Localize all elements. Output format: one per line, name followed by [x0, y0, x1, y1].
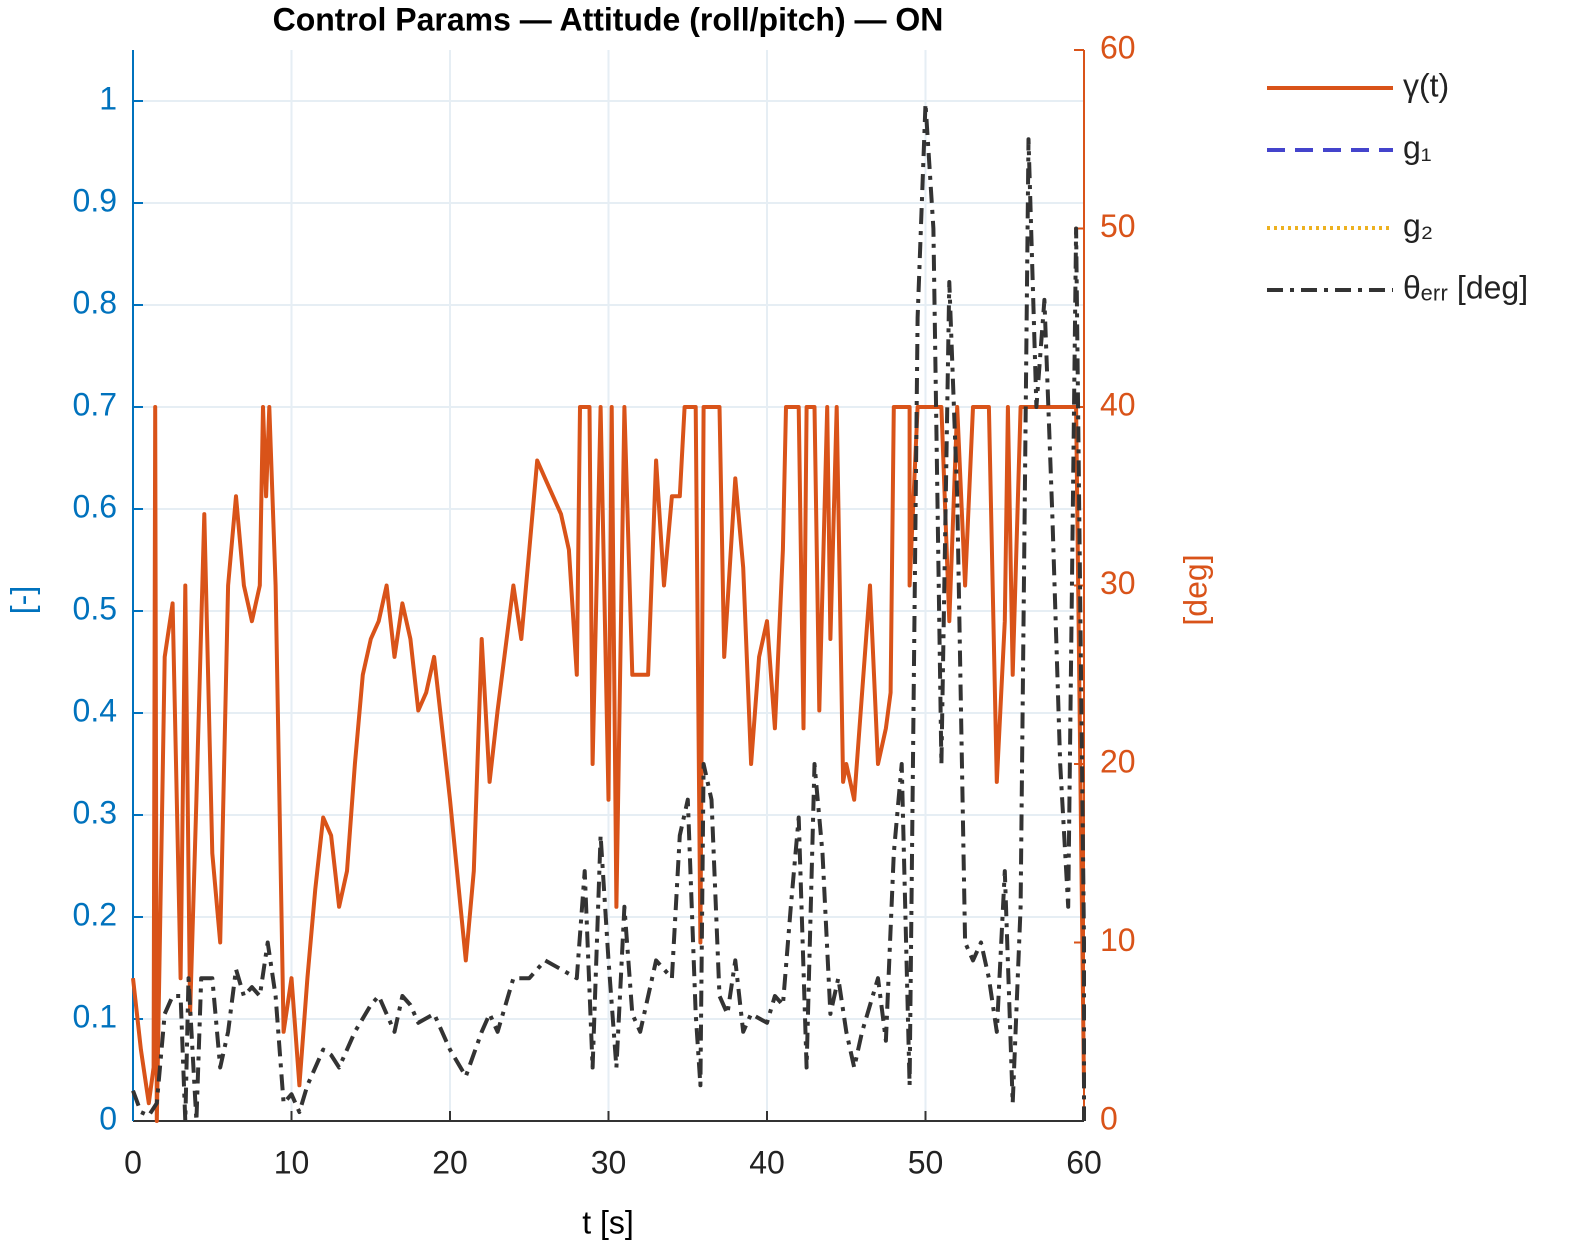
legend-label: g₁	[1403, 129, 1432, 165]
y-tick-label: 0.2	[73, 896, 117, 932]
x-tick-label: 30	[591, 1144, 627, 1180]
series-line	[131, 405, 1086, 1123]
x-tick-label: 40	[749, 1144, 785, 1180]
y-tick-label: 0.9	[73, 182, 117, 218]
legend-label: g₂	[1403, 207, 1433, 243]
x-tick-label: 0	[124, 1144, 142, 1180]
y-tick-label: 0.5	[73, 590, 117, 626]
y2-tick-label: 20	[1100, 743, 1136, 779]
legend-label: γ(t)	[1403, 67, 1449, 103]
y-tick-label: 0.8	[73, 284, 117, 320]
y2-tick-label: 50	[1100, 208, 1136, 244]
y-tick-label: 0.6	[73, 488, 117, 524]
y2-axis-label: [deg]	[1177, 554, 1213, 625]
y-tick-label: 0.1	[73, 998, 117, 1034]
x-tick-label: 50	[908, 1144, 944, 1180]
legend-label: θₑᵣᵣ [deg]	[1403, 269, 1528, 305]
y2-tick-label: 60	[1100, 29, 1136, 65]
y2-tick-label: 10	[1100, 922, 1136, 958]
y2-tick-label: 30	[1100, 565, 1136, 601]
y-tick-label: 0.3	[73, 794, 117, 830]
y2-tick-label: 40	[1100, 386, 1136, 422]
y-axis-label: [-]	[4, 586, 40, 614]
x-tick-label: 10	[274, 1144, 310, 1180]
x-tick-label: 20	[432, 1144, 468, 1180]
y-tick-label: 0	[99, 1100, 117, 1136]
series-line	[131, 101, 1086, 1123]
chart-title: Control Params — Attitude (roll/pitch) —…	[273, 1, 944, 37]
x-axis-label: t [s]	[582, 1204, 634, 1240]
y-tick-label: 0.4	[73, 692, 117, 728]
y2-tick-label: 0	[1100, 1100, 1118, 1136]
y-tick-label: 1	[99, 80, 117, 116]
x-tick-label: 60	[1066, 1144, 1102, 1180]
y-tick-label: 0.7	[73, 386, 117, 422]
